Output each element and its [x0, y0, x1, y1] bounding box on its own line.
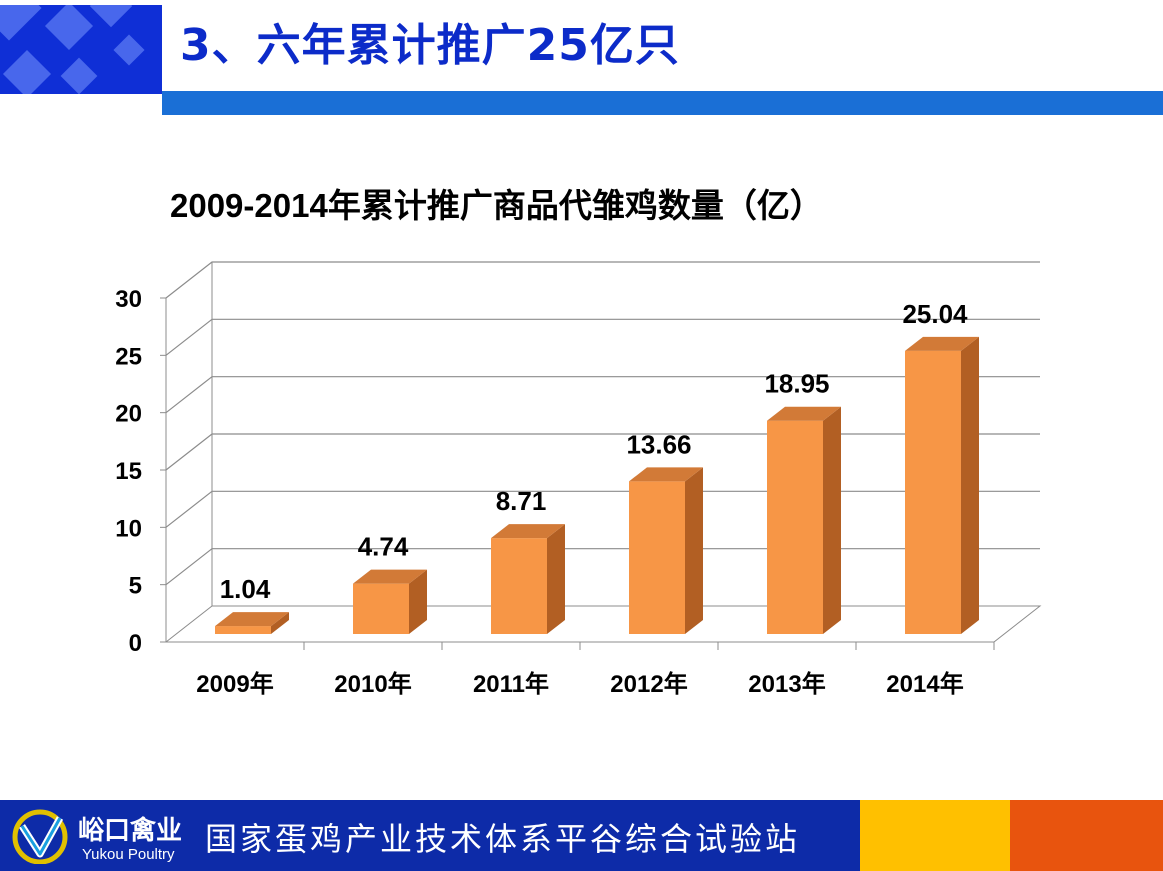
chart-title-text: 年累计推广商品代雏鸡数量（亿）	[327, 186, 823, 225]
corner-decoration	[0, 5, 162, 94]
footer-accent-yellow	[860, 800, 1010, 871]
gridline	[165, 490, 1040, 528]
data-label: 4.74	[358, 532, 409, 562]
bar-side	[961, 336, 979, 634]
data-label: 25.04	[902, 299, 968, 329]
bar-side	[547, 524, 565, 634]
bar-front	[905, 350, 961, 634]
data-label: 13.66	[626, 429, 691, 459]
bar-chart: 0 5 10 15 20 25 30 1.04 2009年 4.74 2010年 8.71 2011年 1…	[115, 261, 1042, 698]
bar-front	[491, 538, 547, 634]
data-label: 8.71	[496, 486, 547, 516]
title-underline-bar	[162, 91, 1163, 115]
yukou-logo-icon	[12, 809, 68, 864]
slide-title: 3、六年累计推广25亿只	[180, 20, 680, 71]
bar-front	[215, 626, 271, 634]
y-axis-tick-label: 15	[115, 458, 142, 485]
gridline	[165, 433, 1040, 471]
gridline	[165, 318, 1040, 356]
bar-top	[905, 336, 979, 351]
y-axis-tick-label: 10	[115, 515, 142, 542]
bar-front	[629, 481, 685, 634]
chart-title: 2009-2014年累计推广商品代雏鸡数量（亿）	[170, 182, 823, 230]
gridline	[165, 376, 1040, 414]
bar-front	[353, 583, 409, 634]
data-label: 18.95	[764, 369, 829, 399]
data-label: 1.04	[220, 574, 271, 604]
bar-front	[767, 420, 823, 634]
bar-top	[491, 524, 565, 539]
x-axis-tick-label: 2011年	[473, 670, 549, 698]
gridline	[165, 261, 1040, 299]
chart-title-years: 2009-2014	[170, 187, 328, 224]
y-axis-tick-label: 20	[115, 401, 142, 428]
brand-name-en: Yukou Poultry	[82, 846, 175, 863]
x-axis-tick-label: 2012年	[610, 670, 687, 698]
x-axis-tick-label: 2014年	[886, 670, 963, 698]
footer-station-name: 国家蛋鸡产业技术体系平谷综合试验站	[205, 820, 801, 858]
x-axis-tick-label: 2009年	[196, 670, 273, 698]
y-axis-tick-label: 30	[115, 286, 142, 313]
bar-top	[353, 569, 427, 584]
bar-side	[823, 406, 841, 634]
y-axis-tick-label: 25	[115, 343, 142, 370]
y-axis-tick-label: 5	[129, 573, 142, 600]
footer-accent-orange	[1010, 800, 1163, 871]
bar-top	[629, 467, 703, 482]
y-axis-tick-label: 0	[129, 630, 142, 657]
bar-top	[767, 406, 841, 421]
bar-side	[271, 612, 289, 634]
footer: 峪口禽业 Yukou Poultry 国家蛋鸡产业技术体系平谷综合试验站	[0, 800, 1163, 871]
brand-name-cn: 峪口禽业	[78, 816, 183, 846]
slide-header: 3、六年累计推广25亿只	[0, 0, 1163, 118]
bar-side	[685, 467, 703, 634]
x-axis-tick-label: 2013年	[748, 670, 825, 698]
bar-side	[409, 569, 427, 634]
gridline	[165, 548, 1040, 586]
x-axis-tick-label: 2010年	[334, 670, 411, 698]
bar-top	[215, 612, 289, 627]
